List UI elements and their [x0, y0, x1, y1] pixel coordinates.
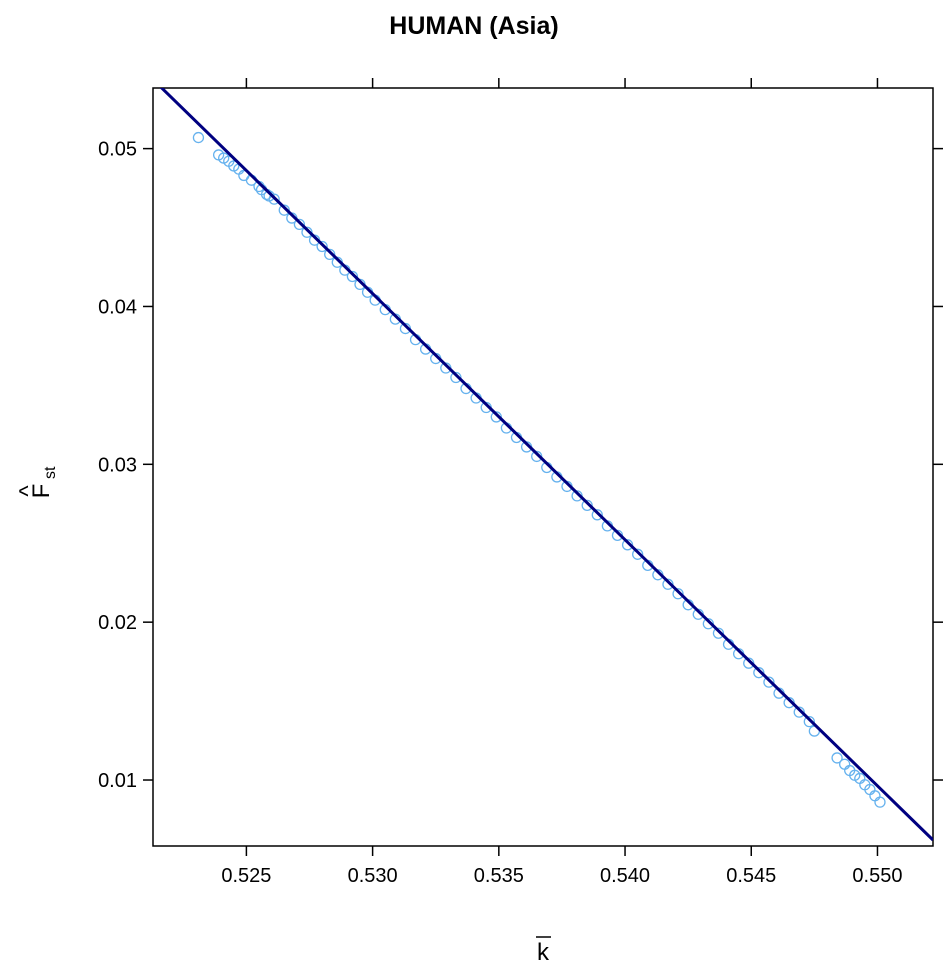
data-point	[839, 758, 851, 770]
y-tick-label: 0.01	[98, 770, 137, 792]
y-axis-label-subscript: st	[42, 466, 59, 479]
data-point	[346, 270, 359, 283]
data-point	[192, 131, 205, 144]
data-point	[672, 588, 684, 600]
data-point	[831, 752, 843, 764]
x-axis-ticks: 0.525 0.530 0.535 0.540 0.545 0.550	[221, 78, 902, 887]
x-tick-label: 0.525	[221, 865, 271, 887]
data-point	[591, 509, 603, 521]
data-point	[278, 204, 290, 216]
data-point	[316, 240, 328, 253]
x-axis-label-text: k	[537, 939, 550, 966]
y-tick-label: 0.04	[98, 296, 137, 318]
data-point	[632, 548, 644, 560]
data-point	[621, 539, 634, 551]
data-point	[803, 715, 815, 728]
x-axis-label: k	[536, 936, 551, 966]
y-tick-label: 0.05	[98, 139, 137, 161]
y-axis-label-hat: ^	[15, 485, 42, 497]
y-tick-label: 0.02	[98, 612, 137, 634]
data-points	[192, 131, 886, 808]
data-point	[662, 578, 674, 590]
data-point	[268, 193, 280, 205]
data-point	[324, 248, 336, 261]
plot-frame	[152, 87, 934, 847]
data-point	[581, 499, 593, 512]
data-point	[301, 226, 313, 238]
data-point	[490, 411, 502, 423]
chart-title: HUMAN (Asia)	[389, 12, 559, 40]
y-axis-ticks: 0.01 0.02 0.03 0.04 0.05	[98, 139, 943, 792]
regression-line	[159, 88, 933, 842]
data-point	[874, 796, 886, 808]
x-tick-label: 0.530	[348, 865, 398, 887]
x-tick-label: 0.545	[726, 865, 776, 887]
data-point	[763, 676, 775, 688]
x-tick-label: 0.540	[600, 865, 650, 887]
data-point	[450, 371, 462, 384]
data-point	[293, 218, 306, 231]
y-tick-label: 0.03	[98, 454, 137, 476]
x-tick-label: 0.535	[474, 865, 524, 887]
y-axis-label-text: F	[28, 484, 55, 499]
x-tick-label: 0.550	[852, 865, 902, 887]
y-axis-label: F ^ st	[15, 466, 59, 498]
data-point	[753, 667, 765, 679]
data-point	[712, 627, 725, 639]
data-point	[869, 790, 881, 802]
data-point	[793, 706, 805, 718]
